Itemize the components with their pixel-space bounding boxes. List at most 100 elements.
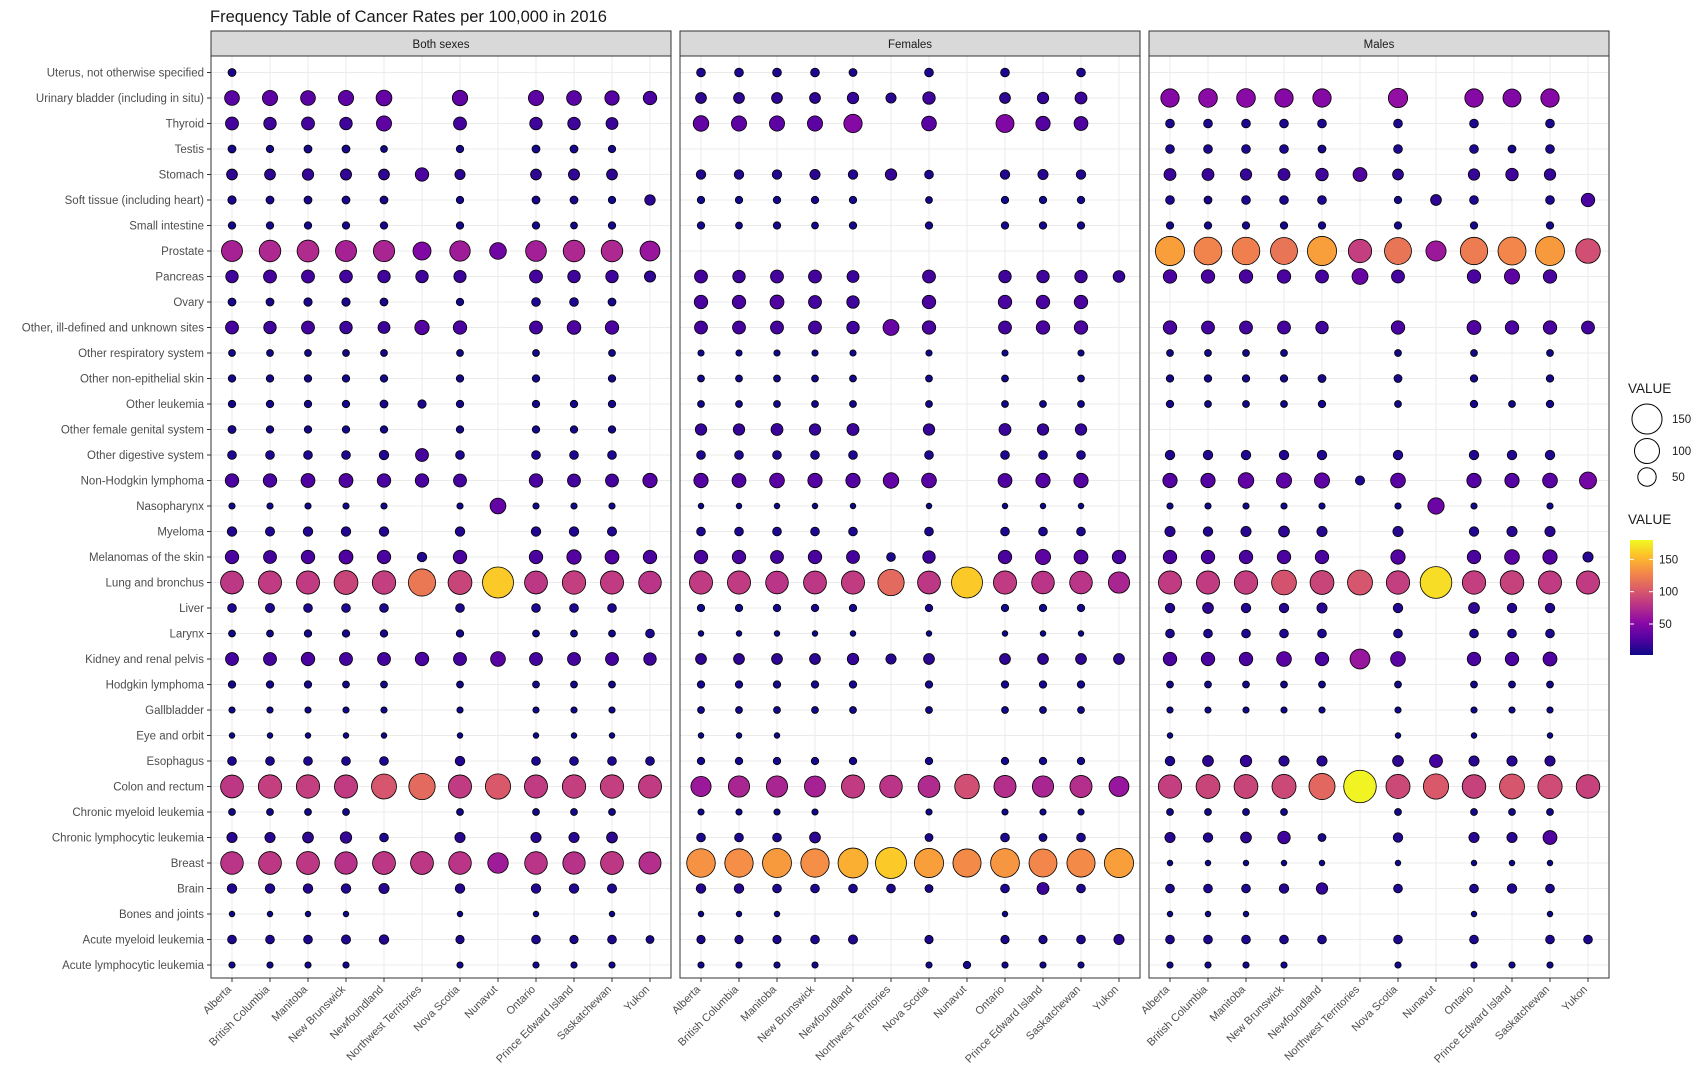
data-point-uterus-not-otherwise-specified-alberta [227, 68, 237, 77]
data-point-pancreas-yukon [1112, 270, 1126, 283]
data-point-acute-myeloid-leukemia-yukon [1583, 934, 1593, 945]
y-tick-label: Nasopharynx [136, 501, 204, 513]
data-point-melanomas-of-the-skin-prince-edward-island [1035, 549, 1051, 565]
data-point-other-leukemia-newfoundland [1317, 399, 1327, 409]
data-point-lung-and-bronchus-prince-edward-island [1031, 570, 1055, 595]
data-point-nasopharynx-nunavut [489, 497, 507, 515]
data-point-lung-and-bronchus-new-brunswick [803, 570, 827, 595]
data-point-eye-and-orbit-nova-scotia [456, 732, 464, 739]
data-point-brain-nova-scotia [1393, 883, 1403, 894]
data-point-gallbladder-manitoba [1242, 706, 1250, 714]
data-point-thyroid-manitoba [769, 115, 785, 132]
data-point-other-leukemia-saskatchewan [1077, 400, 1085, 408]
data-point-soft-tissue-including-heart-manitoba [303, 195, 313, 205]
data-point-kidney-and-renal-pelvis-nova-scotia [923, 653, 935, 665]
data-point-lung-and-bronchus-ontario [993, 570, 1017, 595]
data-point-larynx-british-columbia [266, 629, 274, 638]
data-point-other-respiratory-system-saskatchewan [1077, 349, 1085, 357]
data-point-hodgkin-lymphoma-ontario [1000, 680, 1010, 689]
data-point-prostate-prince-edward-island [1497, 236, 1527, 266]
data-point-stomach-ontario [530, 168, 542, 181]
data-point-other-female-genital-system-alberta [694, 423, 708, 436]
data-point-chronic-myeloid-leukemia-prince-edward-island [1508, 808, 1516, 816]
y-tick-label: Acute myeloid leukemia [83, 935, 205, 947]
data-point-gallbladder-new-brunswick [811, 706, 819, 714]
data-point-pancreas-ontario [1466, 269, 1482, 284]
data-point-colon-and-rectum-northwest-territories [1343, 769, 1377, 804]
data-point-other-ill-defined-and-unknown-sites-prince-edward-island [1504, 320, 1520, 335]
data-point-other-leukemia-manitoba [773, 400, 781, 408]
data-point-pancreas-prince-edward-island [1036, 269, 1050, 284]
data-point-lung-and-bronchus-northwest-territories [1347, 569, 1373, 596]
data-point-other-leukemia-newfoundland [379, 399, 389, 409]
data-point-acute-lymphocytic-leukemia-new-brunswick [342, 961, 350, 969]
data-point-kidney-and-renal-pelvis-northwest-territories [885, 653, 897, 665]
data-point-thyroid-british-columbia [731, 115, 747, 132]
data-point-urinary-bladder-including-in-situ-nova-scotia [1387, 87, 1409, 109]
data-point-liver-nova-scotia [455, 603, 465, 613]
size-legend-title: VALUE [1628, 381, 1671, 396]
data-point-other-leukemia-new-brunswick [811, 400, 819, 408]
data-point-acute-lymphocytic-leukemia-ontario [1470, 961, 1478, 969]
data-point-lung-and-bronchus-british-columbia [258, 570, 282, 595]
data-point-gallbladder-alberta [697, 706, 705, 714]
data-point-other-leukemia-manitoba [1242, 400, 1250, 408]
data-point-gallbladder-newfoundland [1318, 706, 1326, 714]
y-axis: Uterus, not otherwise specified Urinary b… [22, 68, 211, 972]
data-point-other-leukemia-british-columbia [1204, 400, 1212, 408]
data-point-colon-and-rectum-nunavut [1422, 773, 1450, 800]
facet-strip-label: Males [1364, 39, 1395, 51]
data-point-melanomas-of-the-skin-alberta [1162, 549, 1178, 565]
data-point-eye-and-orbit-newfoundland [380, 732, 388, 739]
data-point-thyroid-ontario [529, 116, 543, 131]
data-point-hodgkin-lymphoma-new-brunswick [810, 680, 820, 689]
y-tick-label: Liver [179, 603, 204, 615]
data-point-non-hodgkin-lymphoma-saskatchewan [1073, 472, 1089, 489]
data-point-breast-british-columbia [724, 848, 754, 878]
data-point-thyroid-british-columbia [263, 116, 277, 131]
data-point-breast-alberta [1166, 859, 1174, 867]
data-point-other-leukemia-saskatchewan [1545, 399, 1555, 409]
data-point-melanomas-of-the-skin-prince-edward-island [1504, 549, 1520, 565]
data-point-liver-new-brunswick [1278, 602, 1290, 614]
data-point-prostate-nova-scotia [1384, 237, 1412, 265]
data-point-lung-and-bronchus-prince-edward-island [1499, 570, 1525, 595]
data-point-colon-and-rectum-prince-edward-island [1031, 775, 1055, 798]
data-point-chronic-myeloid-leukemia-prince-edward-island [570, 808, 578, 816]
data-point-kidney-and-renal-pelvis-prince-edward-island [1504, 651, 1520, 667]
data-point-other-non-epithelial-skin-new-brunswick [341, 374, 351, 383]
data-point-esophagus-saskatchewan [1076, 756, 1086, 766]
data-point-melanomas-of-the-skin-alberta [224, 549, 240, 565]
data-point-larynx-saskatchewan [608, 629, 616, 638]
data-point-acute-myeloid-leukemia-prince-edward-island [569, 934, 579, 945]
data-point-other-non-epithelial-skin-ontario [1469, 374, 1479, 383]
data-point-other-respiratory-system-alberta [1166, 349, 1174, 357]
data-point-melanomas-of-the-skin-manitoba [770, 550, 784, 564]
data-point-soft-tissue-including-heart-manitoba [1241, 195, 1251, 205]
y-tick-label: Eye and orbit [136, 731, 205, 743]
data-point-thyroid-manitoba [1241, 118, 1251, 129]
data-point-chronic-lymphocytic-leukemia-ontario [1000, 832, 1010, 843]
data-point-other-female-genital-system-alberta [227, 425, 237, 434]
data-point-colon-and-rectum-ontario [993, 775, 1017, 798]
data-point-nasopharynx-british-columbia [735, 502, 743, 510]
data-point-lung-and-bronchus-manitoba [296, 570, 320, 595]
data-point-chronic-myeloid-leukemia-british-columbia [735, 808, 743, 816]
data-point-testis-ontario [1469, 144, 1479, 154]
data-point-esophagus-british-columbia [734, 756, 744, 766]
x-tick-label: Ontario [973, 984, 1007, 1018]
data-point-soft-tissue-including-heart-alberta [1165, 195, 1175, 205]
data-point-melanomas-of-the-skin-nova-scotia [922, 550, 936, 564]
data-point-urinary-bladder-including-in-situ-saskatchewan [1074, 91, 1088, 105]
data-point-esophagus-ontario [531, 756, 541, 766]
data-point-ovary-ontario [531, 297, 541, 307]
data-point-larynx-nova-scotia [1393, 628, 1403, 639]
data-point-pancreas-new-brunswick [339, 269, 353, 284]
data-point-other-respiratory-system-newfoundland [849, 349, 857, 357]
data-point-other-respiratory-system-saskatchewan [1546, 349, 1554, 357]
size-legend-key [1637, 467, 1657, 487]
data-point-prostate-saskatchewan [1535, 236, 1565, 266]
data-point-acute-myeloid-leukemia-saskatchewan [607, 934, 617, 945]
data-point-non-hodgkin-lymphoma-new-brunswick [338, 473, 354, 488]
data-point-testis-manitoba [303, 144, 313, 154]
